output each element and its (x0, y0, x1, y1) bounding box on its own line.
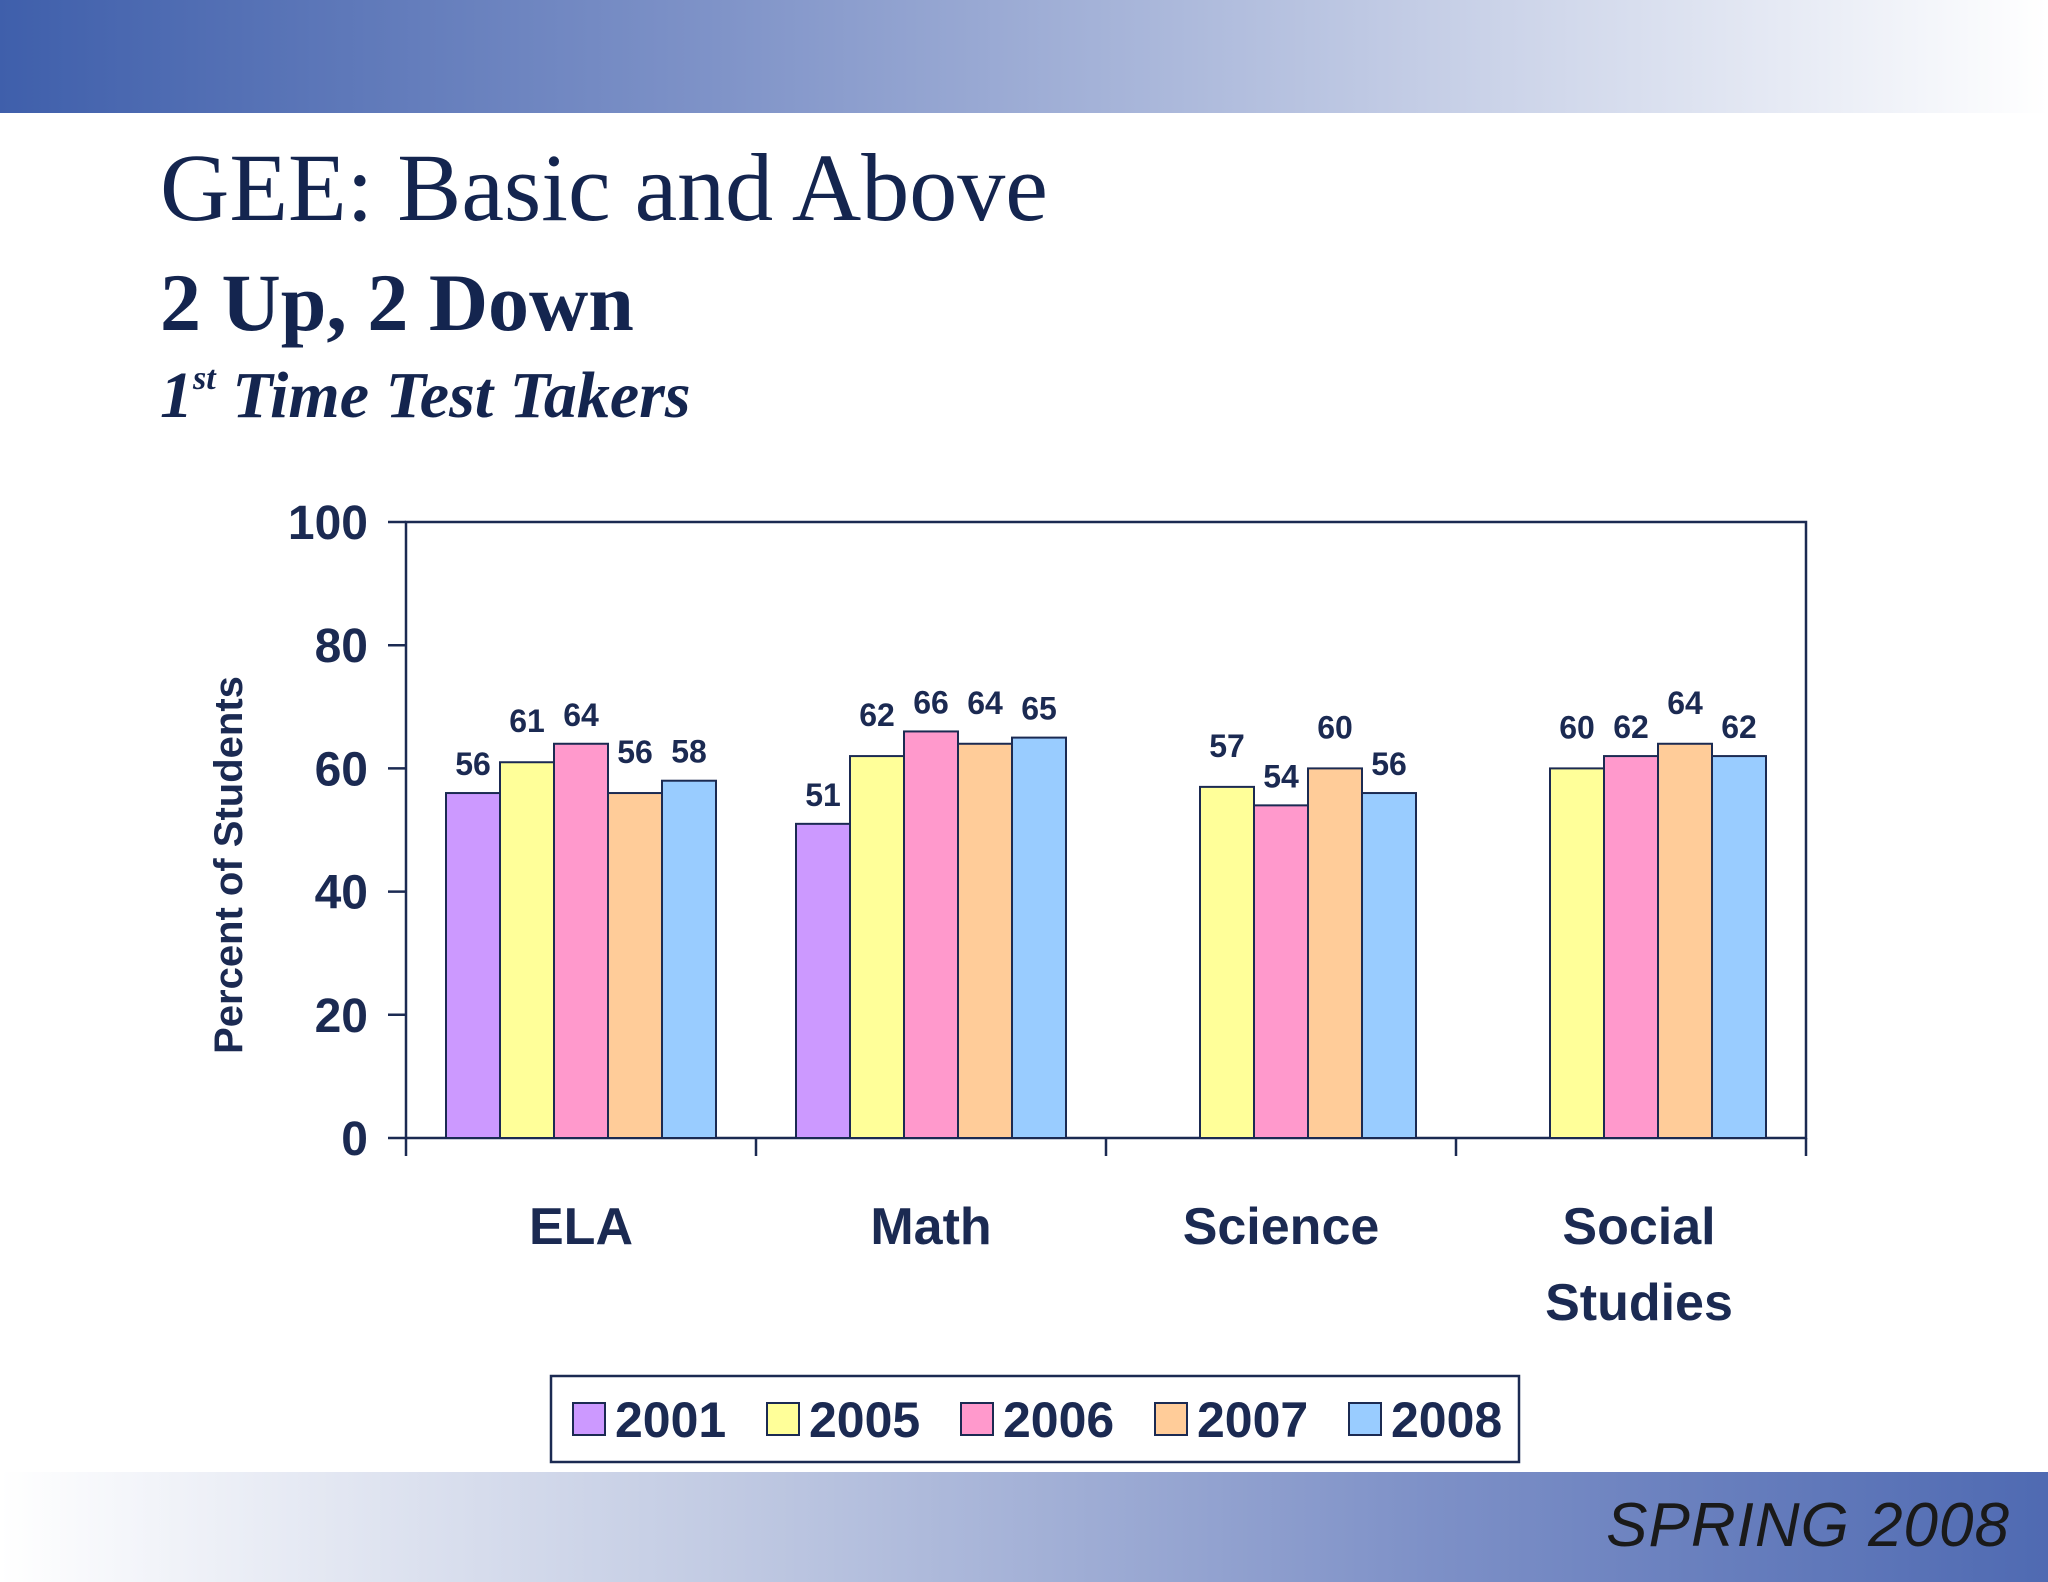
bar (607, 792, 663, 1139)
bar (661, 779, 717, 1139)
data-label: 61 (509, 703, 545, 739)
bar-chart: 0 20 40 60 80 100 56 61 64 56 58 ELA 51 62 66 64 65 Math 5… (207, 497, 1808, 1464)
plot-area: 0 20 40 60 80 100 56 61 64 56 58 ELA 51 62 66 64 65 Math 5… (288, 497, 1808, 1332)
slide-title: GEE: Basic and Above (160, 134, 1048, 241)
data-label: 57 (1209, 728, 1245, 764)
bar (1361, 792, 1417, 1139)
data-label: 64 (1667, 685, 1703, 721)
data-label: 62 (1613, 709, 1649, 745)
legend-swatch (766, 1402, 800, 1436)
data-label: 64 (967, 685, 1003, 721)
legend-label: 2005 (809, 1392, 920, 1448)
legend-label: 2006 (1003, 1392, 1114, 1448)
x-category-label: ELA (529, 1198, 633, 1256)
bar (445, 792, 501, 1139)
slide-subtitle-test-takers: 1st Time Test Takers (160, 362, 691, 429)
data-label: 66 (913, 684, 949, 720)
data-label: 56 (617, 734, 653, 770)
legend-label: 2008 (1391, 1392, 1502, 1448)
bar (499, 761, 555, 1139)
legend-swatch (572, 1402, 606, 1436)
slide-subtitle: 2 Up, 2 Down (160, 257, 634, 348)
y-tick-label: 0 (341, 1113, 368, 1166)
bar (795, 822, 851, 1140)
y-tick-label: 20 (315, 990, 368, 1043)
subtitle-ordinal-suffix: st (193, 360, 216, 397)
subtitle-ordinal: 1 (160, 359, 193, 432)
data-label: 58 (671, 734, 707, 770)
data-label: 56 (1371, 746, 1407, 782)
bar (1199, 785, 1255, 1139)
bar (1603, 755, 1659, 1140)
y-axis-label: Percent of Students (207, 676, 251, 1054)
bar (1711, 755, 1767, 1140)
bar (1657, 742, 1713, 1139)
data-label: 64 (563, 697, 599, 733)
legend-swatch (1154, 1402, 1188, 1436)
legend-swatch (1348, 1402, 1382, 1436)
bar (553, 742, 609, 1139)
data-label: 54 (1263, 758, 1299, 794)
legend-swatch (960, 1402, 994, 1436)
top-gradient-band (0, 0, 2048, 113)
bottom-gradient-band (0, 1472, 2048, 1582)
data-label: 60 (1559, 709, 1595, 745)
data-label: 65 (1021, 691, 1057, 727)
y-tick-label: 60 (315, 743, 368, 796)
bar (1307, 767, 1363, 1140)
bar (1011, 736, 1067, 1139)
legend: 2001 2005 2006 2007 2008 (549, 1374, 1521, 1464)
x-category-label: Math (870, 1198, 991, 1256)
bar (1549, 767, 1605, 1140)
bar (957, 742, 1013, 1139)
data-label: 60 (1317, 709, 1353, 745)
x-category-label: Studies (1545, 1274, 1733, 1332)
bar (1253, 804, 1309, 1139)
subtitle-rest: Time Test Takers (215, 359, 691, 432)
footer-text: SPRING 2008 (1606, 1491, 2010, 1560)
y-tick-label: 40 (315, 867, 368, 920)
x-category-label: Social (1562, 1198, 1715, 1256)
data-label: 62 (1721, 709, 1757, 745)
data-label: 62 (859, 697, 895, 733)
y-tick-label: 100 (288, 497, 368, 550)
bar (903, 730, 959, 1139)
data-label: 56 (455, 746, 491, 782)
y-tick-label: 80 (315, 620, 368, 673)
x-category-label: Science (1183, 1198, 1380, 1256)
legend-label: 2001 (615, 1392, 726, 1448)
legend-label: 2007 (1197, 1392, 1308, 1448)
bar (849, 755, 905, 1140)
data-label: 51 (805, 777, 841, 813)
